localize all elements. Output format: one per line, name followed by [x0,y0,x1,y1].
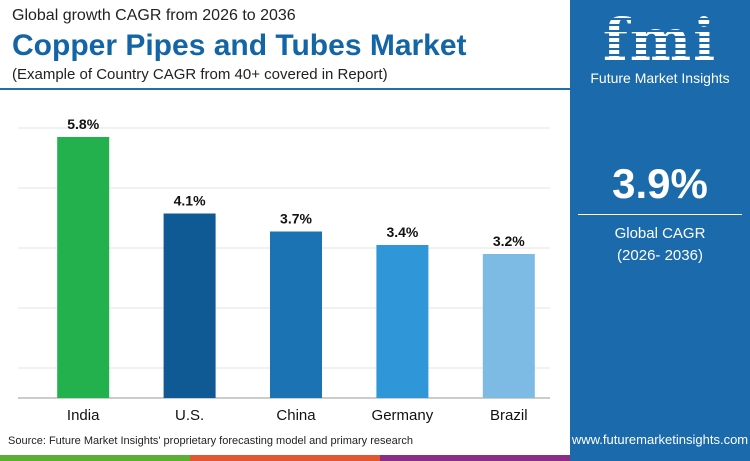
data-label: 3.4% [386,224,418,240]
bar-chart: 5.8% India 4.1% U.S. 3.7% China 3.4% Germany 3.2… [18,116,550,424]
chart-note: (Example of Country CAGR from 40+ covere… [12,66,388,83]
x-tick-label: China [276,407,316,424]
global-cagr-period: (2026- 2036) [617,247,703,264]
x-tick-label: Germany [372,407,434,424]
x-tick-label: U.S. [175,407,204,424]
global-cagr: 3.9% Global CAGR (2026- 2036) [570,160,750,267]
logo-name: Future Market Insights [590,70,730,86]
x-tick-label: India [67,407,100,424]
stripe-orange [190,455,380,461]
chart-subtitle: Global growth CAGR from 2026 to 2036 [12,7,296,24]
x-tick-label: Brazil [490,407,528,424]
data-label: 3.2% [493,233,525,249]
data-label: 3.7% [280,211,312,227]
chart-title: Copper Pipes and Tubes Market [12,29,467,62]
source-note: Source: Future Market Insights' propriet… [8,435,413,447]
bar-germany [376,245,429,398]
bar-china [270,231,322,398]
bar-us [163,213,216,398]
stripe-green [0,455,190,461]
website-link[interactable]: www.futuremarketinsights.com [571,432,749,447]
global-cagr-label: Global CAGR [614,225,706,242]
header-divider [0,88,570,90]
color-stripe [0,455,570,461]
data-label: 5.8% [67,116,99,132]
cagr-divider [578,214,742,215]
logo-letters: fmi [570,8,750,72]
global-cagr-value: 3.9% [612,160,708,207]
side-panel: fmi Future Market Insights 3.9% Global C… [570,0,750,461]
data-label: 4.1% [174,193,206,209]
bar-brazil [482,254,535,398]
bar-india [57,137,110,398]
fmi-logo: fmi Future Market Insights [570,8,750,86]
stripe-purple [380,455,570,461]
